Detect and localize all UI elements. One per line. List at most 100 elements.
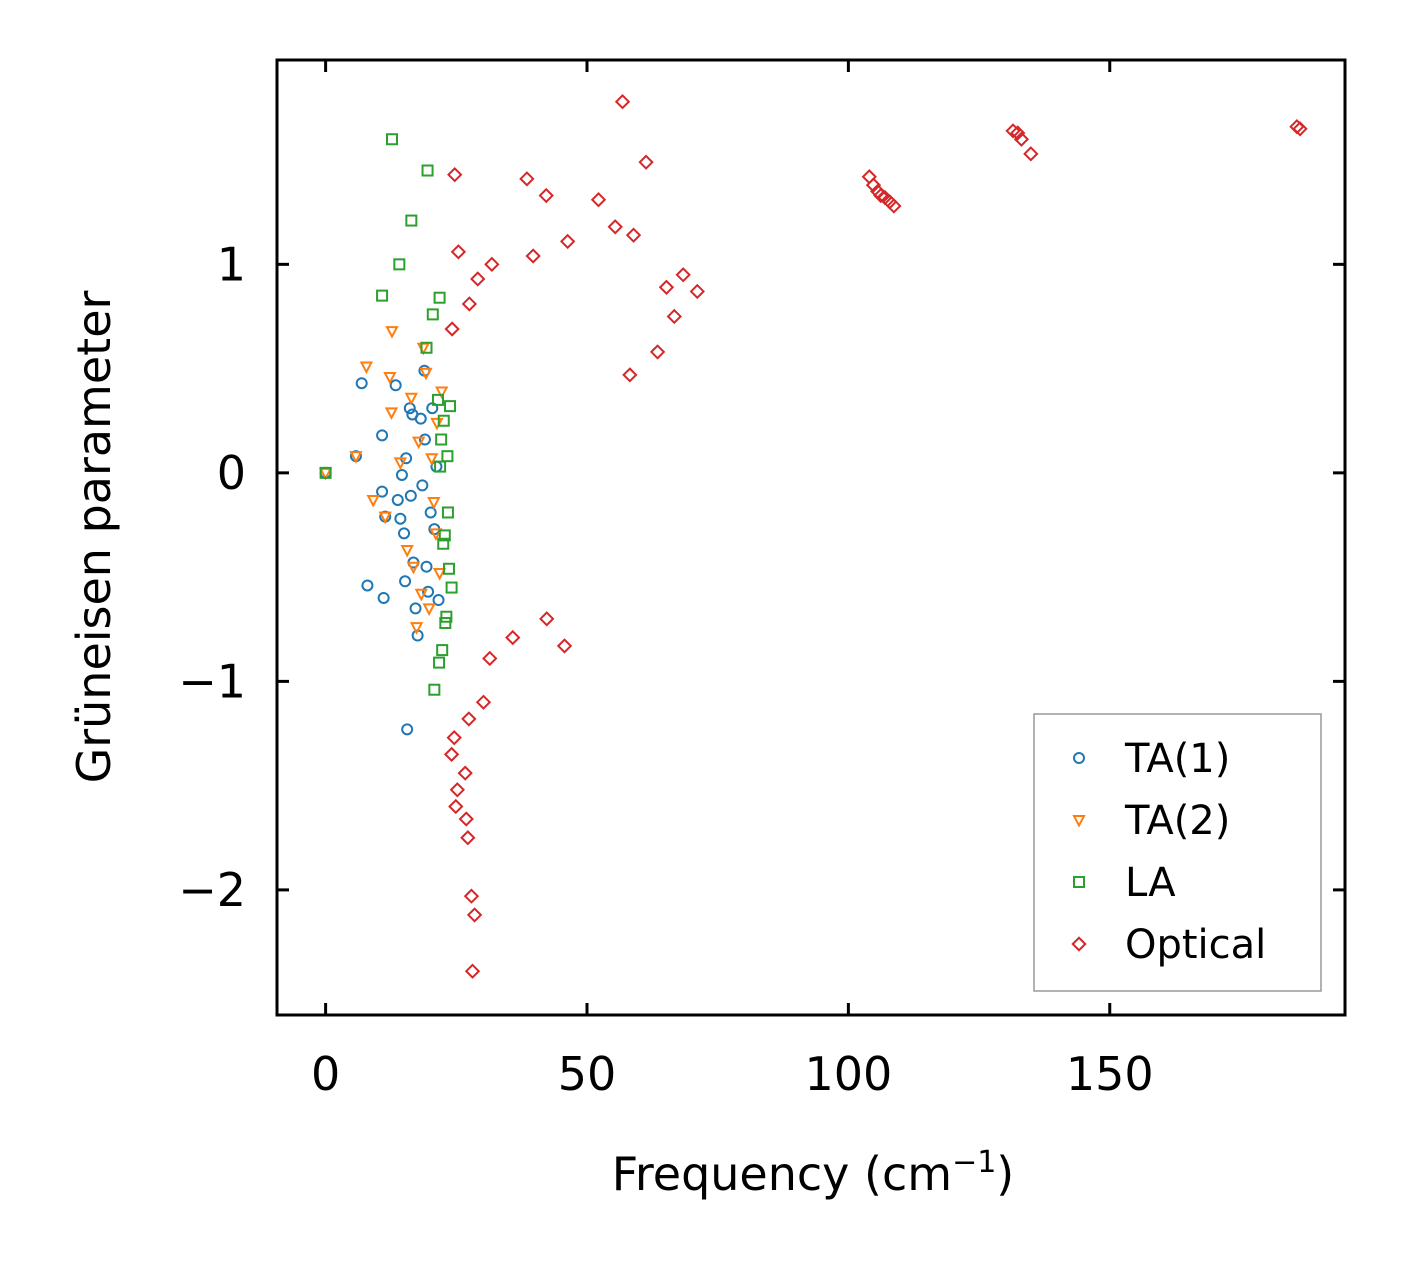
point-la (432, 393, 445, 406)
point-ta-2 (429, 528, 443, 541)
point-ta-1 (376, 429, 389, 442)
legend-marker-optical (1071, 936, 1087, 952)
point-optical (649, 344, 666, 360)
data-points (318, 94, 1308, 979)
point-optical (461, 296, 478, 312)
point-optical (461, 711, 477, 727)
point-la (437, 537, 450, 550)
point-la (433, 291, 446, 304)
point-optical (622, 367, 638, 383)
point-optical (1013, 131, 1030, 147)
point-optical (865, 177, 882, 193)
point-optical (607, 219, 623, 235)
point-optical (448, 798, 464, 815)
point-la (442, 562, 455, 575)
point-ta-1 (355, 377, 368, 390)
x-axis-label: Frequency (cm−1) (612, 1145, 1015, 1201)
point-optical (466, 907, 483, 923)
point-optical (457, 765, 473, 781)
point-ta-1 (420, 560, 433, 573)
point-optical (460, 830, 476, 846)
legend-marker-ta-1 (1073, 752, 1085, 764)
point-optical (666, 308, 682, 325)
point-la (441, 506, 454, 519)
point-optical (446, 730, 462, 746)
y-tick-label: −2 (178, 863, 246, 917)
legend: TA(1) TA(2) LA Optical (1033, 713, 1322, 992)
point-la (437, 414, 450, 427)
point-optical (1005, 123, 1021, 139)
point-optical (556, 638, 573, 654)
point-optical (614, 94, 631, 110)
legend-label-ta-2: TA(2) (1124, 798, 1230, 844)
point-optical (861, 169, 877, 185)
point-ta-2 (349, 451, 363, 464)
point-optical (1292, 121, 1308, 137)
point-ta-2 (383, 371, 397, 385)
x-tick-label: 150 (1066, 1047, 1154, 1101)
point-ta-2 (359, 361, 374, 375)
point-optical (519, 171, 535, 187)
point-ta-2 (412, 436, 426, 450)
point-optical (539, 611, 555, 627)
point-ta-2 (430, 417, 444, 431)
point-optical (638, 154, 654, 170)
point-optical (625, 227, 642, 243)
point-ta-1 (377, 591, 390, 604)
point-optical (463, 888, 480, 904)
y-tick-label: 0 (217, 446, 246, 500)
point-la (438, 529, 451, 542)
legend-label-ta-1: TA(1) (1124, 736, 1230, 782)
point-ta-1 (414, 412, 427, 425)
point-ta-1 (361, 579, 374, 592)
point-optical (444, 321, 460, 337)
y-tick-label: 1 (217, 237, 246, 291)
point-la (433, 656, 446, 669)
point-la (405, 214, 418, 227)
x-tick-label: 0 (311, 1047, 340, 1101)
x-tick-label: 50 (558, 1047, 617, 1101)
axis-ticks: 0 50 100 150 −2 −1 0 1 (178, 60, 1345, 1101)
point-ta-1 (394, 512, 407, 525)
point-la (440, 610, 453, 623)
legend-box (1033, 713, 1322, 992)
point-optical (689, 283, 705, 300)
point-ta-2 (432, 567, 447, 581)
point-la (428, 683, 441, 696)
point-optical (482, 650, 498, 667)
point-optical (449, 782, 466, 798)
point-ta-1 (401, 723, 414, 736)
point-la (426, 308, 439, 321)
point-optical (1023, 146, 1039, 162)
point-optical (484, 256, 500, 273)
point-la (420, 341, 433, 354)
point-la (319, 466, 332, 479)
point-la (434, 460, 447, 473)
point-ta-1 (399, 575, 412, 588)
point-ta-2 (414, 588, 428, 602)
point-la (441, 450, 454, 463)
point-optical (470, 271, 486, 287)
point-ta-2 (400, 545, 414, 558)
point-ta-1 (404, 489, 417, 502)
point-optical (525, 248, 541, 264)
plot-frame (275, 58, 1347, 1017)
point-ta-1 (409, 602, 422, 615)
point-ta-1 (422, 585, 435, 598)
point-ta-1 (424, 506, 437, 519)
legend-marker-ta-2 (1072, 815, 1086, 828)
point-optical (1010, 125, 1026, 141)
point-ta-2 (406, 561, 421, 575)
legend-items: TA(1) TA(2) LA Optical (1071, 736, 1266, 968)
point-optical (505, 629, 521, 646)
y-axis-label: Grüneisen parameter (67, 290, 121, 783)
point-ta-2 (384, 407, 399, 421)
point-optical (538, 187, 554, 204)
point-optical (873, 187, 889, 204)
x-tick-label: 100 (804, 1047, 892, 1101)
point-ta-2 (404, 392, 419, 406)
y-tick-label: −1 (178, 654, 246, 708)
legend-marker-la (1073, 876, 1085, 888)
x-axis-label-close: ) (996, 1147, 1014, 1201)
point-ta-2 (409, 622, 424, 635)
